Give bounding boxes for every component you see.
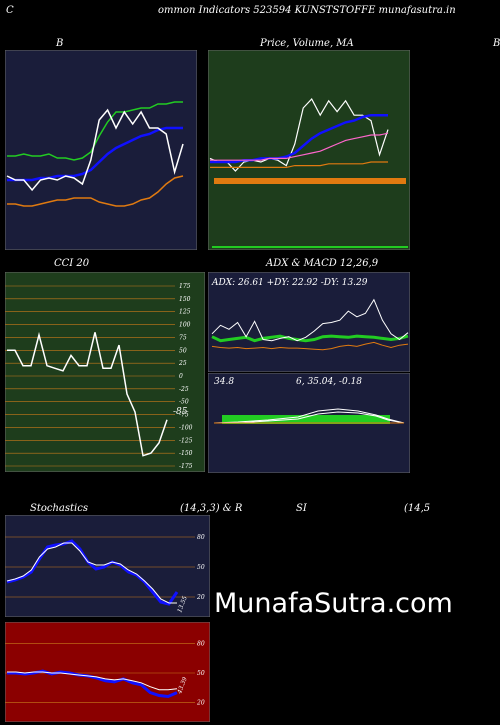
ma-band [214,178,406,184]
cci-tick-label: -50 [179,399,189,406]
price-ma_pink-line [210,132,389,161]
bollinger-price-line [6,108,184,192]
rsi-signal-line [7,671,178,691]
stoch-k-line [6,539,179,606]
bollinger-title: B [56,38,64,49]
cci-tick-label: -150 [179,450,193,457]
bollinger-bg [5,50,197,250]
rsi-tick-label: 50 [197,670,205,677]
cci-tick-label: 100 [179,322,191,329]
stoch-tick-label: 50 [197,564,205,571]
cci-tick-label: 50 [179,347,187,354]
rsi-title: SI [296,503,307,514]
page-title: ommon Indicators 523594 KUNSTSTOFFE muna… [158,5,456,16]
adx-readout: ADX: 26.61 +DY: 22.92 -DY: 13.29 [211,278,368,288]
macd-signal [214,411,405,424]
cci-tick-label: 0 [179,373,183,380]
macd-right-label: 6, 35.04, -0.18 [296,377,362,387]
price-bg [208,50,410,250]
bollinger-panel [5,50,197,250]
stoch-d-line [6,542,177,604]
cci-line [7,331,168,457]
rsi-params: (14,5 [404,503,431,514]
stoch-tick-label: 80 [197,534,205,541]
cci-tick-label: -25 [179,386,189,393]
bollinger-lower-line [7,175,184,207]
cci-tick-label: -125 [179,437,193,444]
cci-tick-label: 125 [179,309,191,316]
adx-plus_dy-line [211,298,409,342]
cci-value-label: -85 [173,407,188,417]
cci-tick-label: 25 [178,360,187,367]
macd-panel: 34.8 6, 35.04, -0.18 [208,373,410,473]
cci-tick-label: -75 [179,412,189,419]
macd-histogram [222,415,390,424]
adx-title: ADX & MACD 12,26,9 [266,258,379,269]
price-ma_blue-line [210,113,388,164]
cci-bg [5,272,205,472]
cci-panel: 175 150 125 100 75 50 25 0 -25 -50 -75 -100 -125 -150… [5,272,205,472]
bollinger-upper-line [7,101,183,161]
volume-baseline [212,246,408,248]
macd-line [213,408,405,424]
header-letter: C [6,5,14,16]
watermark: MunafaSutra.com [214,588,453,619]
rsi-tick-label: 80 [197,641,205,648]
adx-bg [208,272,410,372]
cci-tick-label: 150 [179,296,191,303]
price-price-line [209,97,389,172]
rsi-tick-label: 20 [196,699,205,706]
cci-tick-label: -175 [179,463,193,470]
cci-title: CCI 20 [54,258,90,269]
price-ma_orange-line [210,161,388,169]
adx-minus_dy-line [211,341,409,351]
adx-adx-line [211,334,409,343]
stoch-title: Stochastics [30,503,88,514]
price-panel [208,50,410,250]
cci-tick-label: 175 [179,283,191,290]
adx-panel: ADX: 26.61 +DY: 22.92 -DY: 13.29 [208,272,410,372]
stoch-params: (14,3,3) & R [180,503,243,514]
macd-left-label: 34.8 [214,377,234,387]
cci-tick-label: -100 [179,424,193,431]
bollinger-middle-line [7,126,183,182]
cci-tick-label: 75 [179,334,187,341]
edge-title: B [493,38,500,49]
price-title: Price, Volume, MA [260,38,354,49]
stoch-tick-label: 20 [196,594,205,601]
